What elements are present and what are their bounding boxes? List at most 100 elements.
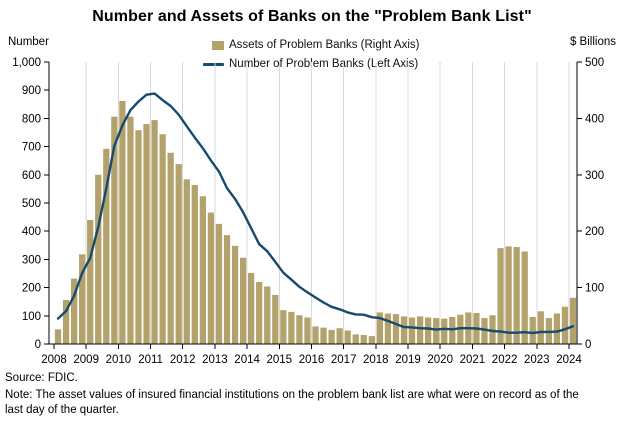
asset-bar (376, 312, 383, 344)
asset-bar (175, 164, 182, 344)
left-axis-tick-label: 600 (22, 170, 41, 182)
x-axis-tick-label: 2016 (299, 354, 325, 366)
x-axis-tick-label: 2012 (170, 354, 196, 366)
x-axis-tick-label: 2024 (556, 354, 582, 366)
asset-bar (505, 246, 512, 344)
asset-bar (127, 116, 134, 345)
left-axis-tick-label: 1,000 (12, 57, 41, 69)
left-axis-tick-label: 0 (35, 339, 41, 351)
asset-bar (119, 100, 126, 344)
asset-bar (207, 212, 215, 344)
right-axis-tick-label: 100 (585, 283, 604, 295)
asset-bar (167, 152, 174, 344)
asset-bar (111, 116, 118, 345)
asset-bar (513, 246, 520, 344)
asset-bar (312, 326, 319, 344)
right-axis-tick-label: 200 (585, 226, 604, 238)
asset-bar (416, 316, 424, 344)
assets-legend-swatch (212, 40, 224, 50)
asset-bar (135, 130, 142, 344)
asset-bar (561, 306, 569, 344)
asset-bar (143, 124, 150, 344)
asset-bar (280, 310, 287, 344)
right-axis-tick-label: 500 (585, 57, 604, 69)
asset-bar (151, 120, 158, 344)
left-axis-tick-label: 700 (22, 142, 41, 154)
asset-bar (95, 174, 102, 344)
asset-bar (231, 245, 239, 344)
asset-bar (191, 184, 198, 344)
x-axis-tick-label: 2019 (395, 354, 421, 366)
number-of-banks-line (56, 92, 575, 335)
asset-bar (54, 329, 62, 344)
x-axis-tick-label: 2023 (524, 354, 550, 366)
asset-bar (272, 294, 279, 344)
right-axis-tick-label: 400 (585, 113, 604, 125)
legend: Assets of Problem Banks (Right Axis) Num… (200, 36, 419, 73)
asset-bar (368, 336, 375, 344)
left-axis-tick-label: 900 (22, 85, 41, 97)
x-axis-tick-label: 2014 (234, 354, 260, 366)
left-axis-tick-label: 800 (22, 113, 41, 125)
legend-label-number: Number of Problem Banks (Left Axis) (229, 58, 419, 70)
asset-bar (70, 278, 78, 344)
left-axis-tick-label: 400 (22, 226, 41, 238)
asset-bar (425, 317, 432, 344)
asset-bar (360, 334, 367, 344)
asset-bar (288, 311, 295, 344)
asset-bar (304, 317, 311, 344)
asset-bar (392, 314, 400, 344)
asset-bar (248, 272, 255, 344)
asset-bar (336, 328, 343, 344)
left-axis-tick-label: 100 (22, 311, 41, 323)
asset-bar (497, 248, 504, 344)
asset-bar (103, 148, 110, 344)
number-legend-swatch (203, 62, 224, 66)
source-note: Source: FDIC. (5, 372, 78, 384)
x-axis-tick-label: 2013 (202, 354, 228, 366)
asset-bar (489, 315, 496, 344)
asset-bar (569, 297, 577, 344)
asset-bar (264, 286, 271, 344)
right-axis-unit-label: $ Billions (569, 36, 616, 48)
asset-bar (159, 134, 166, 344)
asset-bars (54, 100, 577, 345)
legend-item-assets: Assets of Problem Banks (Right Axis) (200, 36, 419, 54)
left-axis-unit-label: Number (8, 36, 49, 48)
x-axis-tick-label: 2018 (363, 354, 389, 366)
asset-bar (239, 257, 247, 344)
asset-bar (79, 254, 86, 344)
asset-bar (481, 318, 488, 344)
asset-bar (441, 318, 448, 344)
asset-bar (408, 317, 416, 344)
asset-bar (328, 329, 335, 344)
left-axis-tick-label: 500 (22, 198, 41, 210)
x-axis-tick-label: 2008 (41, 354, 67, 366)
x-axis-tick-label: 2015 (267, 354, 293, 366)
footnote: Note: The asset values of insured financ… (5, 389, 579, 416)
asset-bar (199, 196, 206, 344)
right-axis-tick-label: 300 (585, 170, 604, 182)
asset-bar (62, 300, 70, 344)
year-gridlines (85, 62, 570, 344)
chart-title: Number and Assets of Banks on the "Probl… (92, 8, 532, 25)
asset-bar (529, 316, 536, 344)
asset-bar (256, 281, 263, 344)
asset-bar (215, 223, 223, 344)
legend-item-number: Number of Problem Banks (Left Axis) (200, 55, 419, 73)
right-axis-tick-label: 0 (585, 339, 591, 351)
x-axis-tick-label: 2009 (73, 354, 99, 366)
x-axis-tick-label: 2022 (492, 354, 518, 366)
asset-bar (400, 316, 408, 344)
asset-bar (87, 219, 94, 344)
legend-label-assets: Assets of Problem Banks (Right Axis) (229, 39, 420, 51)
asset-bar (537, 311, 544, 344)
asset-bar (296, 315, 303, 344)
asset-bar (320, 327, 327, 344)
asset-bar (183, 179, 190, 344)
asset-bar (223, 235, 231, 344)
axes: 0 100 200 300 400 500 600 700 800 900 1,000 0 100 200… (12, 57, 604, 366)
x-axis-tick-label: 2017 (331, 354, 357, 366)
x-axis-tick-label: 2011 (138, 354, 163, 366)
number-legend-swatch-box (200, 62, 224, 66)
